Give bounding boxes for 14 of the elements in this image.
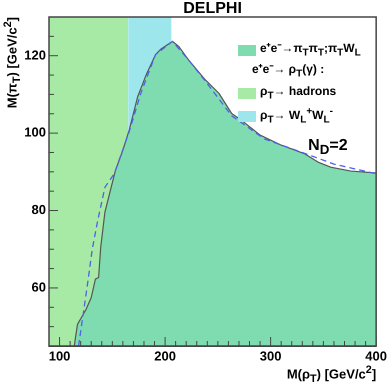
x-tick-label: 200 xyxy=(154,348,176,364)
x-tick-label: 300 xyxy=(260,348,282,364)
chart-title: DELPHI xyxy=(182,0,243,18)
y-tick-label: 120 xyxy=(24,47,46,62)
x-tick-label: 100 xyxy=(48,348,70,364)
x-axis-title: M(ρ$_{T}$) [GeV/c$^{2}$] xyxy=(286,364,376,382)
annotation: N$_{D}$=2 xyxy=(308,137,348,158)
y-tick-label: 80 xyxy=(32,202,46,218)
legend-label: ρ$_{T}$→ hadrons xyxy=(260,82,336,104)
y-tick-label: 100 xyxy=(24,124,46,140)
legend-label: e⁺e⁻→π$_{T}$π$_{T}$;π$_{T}$W$_{L}$ xyxy=(260,40,361,60)
x-tick-label: 400 xyxy=(365,348,388,364)
legend-title: e⁺e⁻→ ρ$_{T}$(γ) : xyxy=(251,61,326,82)
y-tick-label: 60 xyxy=(32,280,46,295)
